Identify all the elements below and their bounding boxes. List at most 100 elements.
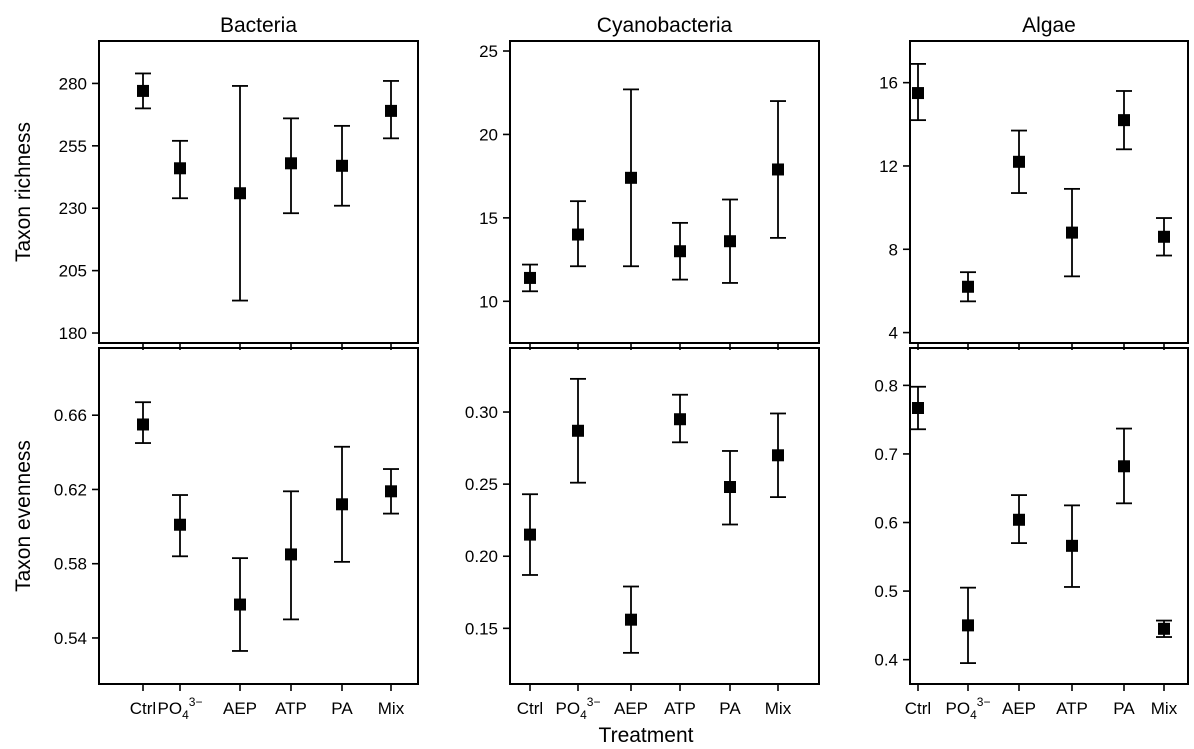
data-point bbox=[174, 518, 186, 531]
data-point bbox=[174, 162, 186, 175]
x-tick-label: Ctrl bbox=[905, 699, 931, 718]
data-point bbox=[962, 280, 974, 293]
panel-0: Bacteria 180 205 230 255 280 bbox=[59, 14, 419, 350]
y-tick-label: 25 bbox=[479, 42, 498, 61]
panel-title: Cyanobacteria bbox=[597, 14, 733, 37]
y-tick-label: 8 bbox=[889, 240, 898, 259]
x-tick-label: ATP bbox=[1056, 699, 1088, 718]
data-point bbox=[336, 498, 348, 511]
x-tick-label: PA bbox=[331, 699, 353, 718]
data-point bbox=[772, 449, 784, 462]
data-point bbox=[1066, 539, 1078, 552]
panel-3: 0.54 0.58 0.62 0.66 Ctrl PO43− AEP ATP PA Mix bbox=[54, 347, 419, 722]
data-point bbox=[234, 598, 246, 611]
panel-4: 0.15 0.20 0.25 0.30 Ctrl PO43− AEP ATP PA Mix bbox=[465, 347, 820, 722]
panel-frame bbox=[509, 347, 820, 685]
y-tick-label: 180 bbox=[59, 324, 87, 343]
x-tick-label: Mix bbox=[1151, 699, 1178, 718]
y-tick-label: 0.30 bbox=[465, 403, 498, 422]
data-point bbox=[674, 245, 686, 258]
data-point bbox=[285, 548, 297, 561]
y-tick-label: 4 bbox=[889, 324, 898, 343]
y-tick-label: 0.54 bbox=[54, 629, 87, 648]
panel-frame bbox=[98, 40, 419, 344]
panel-title: Bacteria bbox=[220, 14, 297, 37]
data-point bbox=[674, 413, 686, 426]
panel-frame bbox=[909, 40, 1189, 344]
data-point bbox=[724, 481, 736, 494]
x-tick-label: PA bbox=[1113, 699, 1135, 718]
panel-frame bbox=[909, 347, 1189, 685]
panel-frame bbox=[98, 347, 419, 685]
x-tick-label: Mix bbox=[765, 699, 792, 718]
y-axis-label: Taxon evenness bbox=[12, 440, 35, 592]
data-point bbox=[1066, 226, 1078, 239]
y-tick-label: 0.62 bbox=[54, 480, 87, 499]
data-point bbox=[285, 157, 297, 170]
x-tick-label: Ctrl bbox=[517, 699, 543, 718]
data-point bbox=[572, 424, 584, 437]
x-tick-label: PO43− bbox=[158, 695, 203, 722]
panel-frame bbox=[509, 40, 820, 344]
y-tick-label: 0.8 bbox=[874, 376, 898, 395]
data-point bbox=[625, 613, 637, 626]
panel-1: Cyanobacteria 10 15 20 25 bbox=[479, 14, 820, 350]
y-tick-label: 12 bbox=[879, 157, 898, 176]
x-tick-label: PO43− bbox=[946, 695, 991, 722]
y-tick-label: 0.66 bbox=[54, 406, 87, 425]
data-point bbox=[625, 171, 637, 184]
panels-layer: Bacteria 180 205 230 255 280 Cyanobacteria 10 15… bbox=[54, 14, 1189, 722]
y-tick-label: 0.25 bbox=[465, 475, 498, 494]
data-point bbox=[137, 84, 149, 97]
data-point bbox=[912, 87, 924, 100]
x-tick-label: ATP bbox=[664, 699, 696, 718]
data-point bbox=[336, 159, 348, 172]
y-tick-label: 280 bbox=[59, 74, 87, 93]
y-tick-label: 16 bbox=[879, 74, 898, 93]
y-tick-label: 0.4 bbox=[874, 651, 898, 670]
data-point bbox=[724, 235, 736, 248]
y-tick-label: 0.7 bbox=[874, 445, 898, 464]
data-point bbox=[234, 187, 246, 200]
data-point bbox=[1118, 460, 1130, 473]
x-tick-label: Mix bbox=[378, 699, 405, 718]
y-tick-label: 0.5 bbox=[874, 582, 898, 601]
data-point bbox=[1158, 230, 1170, 243]
data-point bbox=[385, 485, 397, 498]
x-axis-label: Treatment bbox=[599, 724, 694, 747]
y-tick-label: 15 bbox=[479, 209, 498, 228]
data-point bbox=[772, 163, 784, 176]
x-tick-label: PA bbox=[719, 699, 741, 718]
y-tick-label: 0.58 bbox=[54, 555, 87, 574]
y-tick-label: 205 bbox=[59, 262, 87, 281]
data-point bbox=[524, 528, 536, 541]
panel-5: 0.4 0.5 0.6 0.7 0.8 Ctrl PO43− AEP ATP PA Mix bbox=[874, 347, 1189, 722]
y-tick-label: 230 bbox=[59, 199, 87, 218]
y-tick-label: 0.20 bbox=[465, 547, 498, 566]
y-tick-label: 20 bbox=[479, 125, 498, 144]
panel-title: Algae bbox=[1022, 14, 1076, 37]
data-point bbox=[137, 418, 149, 431]
y-tick-label: 0.6 bbox=[874, 514, 898, 533]
data-point bbox=[385, 104, 397, 117]
data-point bbox=[1013, 513, 1025, 526]
data-point bbox=[1118, 114, 1130, 127]
y-axis-label: Taxon richness bbox=[12, 122, 35, 262]
x-tick-label: PO43− bbox=[556, 695, 601, 722]
data-point bbox=[1013, 155, 1025, 168]
panel-2: Algae 4 8 12 16 bbox=[879, 14, 1189, 350]
data-point bbox=[962, 619, 974, 632]
x-tick-label: AEP bbox=[223, 699, 257, 718]
data-point bbox=[572, 228, 584, 241]
x-tick-label: AEP bbox=[614, 699, 648, 718]
x-tick-label: Ctrl bbox=[130, 699, 156, 718]
y-tick-label: 10 bbox=[479, 292, 498, 311]
y-tick-label: 0.15 bbox=[465, 619, 498, 638]
data-point bbox=[1158, 622, 1170, 635]
data-point bbox=[524, 271, 536, 284]
x-tick-label: AEP bbox=[1002, 699, 1036, 718]
data-point bbox=[912, 402, 924, 414]
x-tick-label: ATP bbox=[275, 699, 307, 718]
y-tick-label: 255 bbox=[59, 137, 87, 156]
